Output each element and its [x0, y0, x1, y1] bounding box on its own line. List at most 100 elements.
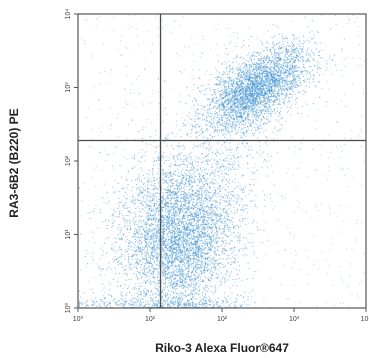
- event-point: [281, 90, 283, 92]
- event-point: [254, 97, 256, 99]
- event-point: [243, 73, 245, 75]
- event-point: [265, 102, 267, 104]
- event-point: [259, 87, 261, 89]
- event-point: [227, 95, 229, 97]
- event-point: [170, 256, 172, 258]
- event-point: [237, 104, 239, 106]
- event-point: [165, 256, 167, 258]
- event-point: [179, 246, 181, 248]
- event-point: [190, 158, 192, 160]
- event-point: [265, 92, 267, 94]
- event-point: [174, 264, 176, 266]
- event-point: [280, 74, 282, 76]
- event-point: [242, 103, 244, 105]
- event-point: [243, 70, 245, 72]
- event-point: [267, 119, 269, 121]
- event-point: [224, 89, 226, 91]
- event-point: [334, 54, 336, 56]
- event-point: [267, 81, 269, 83]
- event-point: [195, 206, 197, 208]
- event-point: [224, 146, 226, 148]
- event-point: [268, 93, 270, 95]
- event-point: [161, 263, 163, 265]
- event-point: [256, 65, 258, 67]
- event-point: [119, 263, 121, 265]
- event-point: [198, 266, 200, 268]
- event-point: [217, 132, 219, 134]
- event-point: [278, 59, 280, 61]
- event-point: [142, 200, 144, 202]
- event-point: [251, 81, 253, 83]
- event-point: [128, 258, 130, 260]
- event-point: [170, 189, 172, 191]
- event-point: [153, 267, 155, 269]
- event-point: [269, 90, 271, 92]
- event-point: [243, 132, 245, 134]
- event-point: [204, 109, 206, 111]
- event-point: [121, 239, 123, 241]
- event-point: [307, 70, 309, 72]
- event-point: [250, 90, 252, 92]
- event-point: [226, 99, 228, 101]
- event-point: [159, 282, 161, 284]
- event-point: [283, 100, 285, 102]
- event-point: [112, 278, 114, 280]
- event-point: [214, 89, 216, 91]
- event-point: [266, 73, 268, 75]
- event-point: [216, 78, 218, 80]
- event-point: [193, 166, 195, 168]
- event-point: [220, 124, 222, 126]
- event-point: [130, 279, 132, 281]
- event-point: [273, 48, 275, 50]
- event-point: [254, 73, 256, 75]
- event-point: [249, 76, 251, 78]
- event-point: [272, 77, 274, 79]
- event-point: [202, 280, 204, 282]
- event-point: [246, 205, 248, 207]
- event-point: [193, 104, 195, 106]
- event-point: [201, 119, 203, 121]
- event-point: [259, 125, 261, 127]
- event-point: [251, 65, 253, 67]
- event-point: [283, 79, 285, 81]
- event-point: [282, 64, 284, 66]
- event-point: [213, 200, 215, 202]
- event-point: [201, 251, 203, 253]
- event-point: [226, 120, 228, 122]
- event-point: [231, 271, 233, 273]
- event-point: [273, 89, 275, 91]
- event-point: [221, 117, 223, 119]
- event-point: [242, 70, 244, 72]
- event-point: [311, 51, 313, 53]
- event-point: [154, 237, 156, 239]
- event-point: [222, 128, 224, 130]
- event-point: [279, 75, 281, 77]
- event-point: [254, 101, 256, 103]
- event-point: [278, 98, 280, 100]
- event-point: [285, 45, 287, 47]
- event-point: [256, 70, 258, 72]
- event-point: [171, 279, 173, 281]
- event-point: [176, 250, 178, 252]
- event-point: [251, 108, 253, 110]
- event-point: [266, 71, 268, 73]
- event-point: [200, 174, 202, 176]
- event-point: [314, 42, 316, 44]
- event-point: [286, 89, 288, 91]
- event-point: [227, 89, 229, 91]
- event-point: [226, 82, 228, 84]
- event-point: [230, 105, 232, 107]
- event-point: [260, 87, 262, 89]
- event-point: [283, 85, 285, 87]
- event-point: [258, 117, 260, 119]
- event-point: [235, 111, 237, 113]
- event-point: [242, 101, 244, 103]
- event-point: [229, 92, 231, 94]
- event-point: [235, 114, 237, 116]
- event-point: [203, 279, 205, 281]
- event-point: [192, 229, 194, 231]
- event-point: [207, 189, 209, 191]
- event-point: [213, 238, 215, 240]
- event-point: [151, 267, 153, 269]
- event-point: [221, 107, 223, 109]
